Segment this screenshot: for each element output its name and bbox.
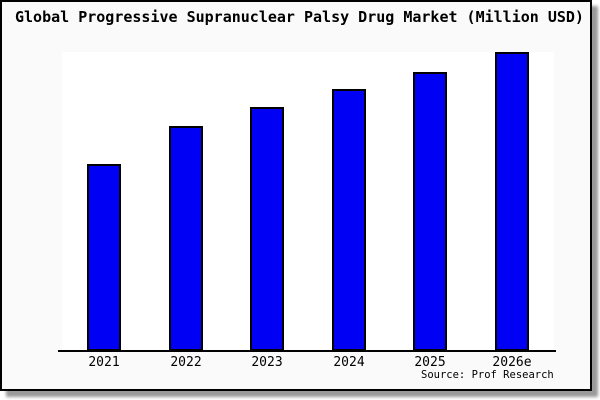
chart-title: Global Progressive Supranuclear Palsy Dr… [15,8,584,26]
x-tick-label-2024: 2024 [333,355,365,370]
plot-area [62,52,554,351]
x-tick-label-2022: 2022 [170,355,202,370]
x-tick-label-2021: 2021 [88,355,120,370]
x-tick-label-2026e: 2026e [492,355,532,370]
bar-2025 [413,72,447,351]
bar-2023 [250,107,284,351]
x-tick-label-2025: 2025 [414,355,446,370]
bar-2026e [495,52,529,351]
x-axis-line [58,350,556,352]
source-label: Source: Prof Research [421,369,554,381]
bar-2022 [169,126,203,351]
bar-2024 [332,89,366,351]
x-tick-label-2023: 2023 [251,355,283,370]
chart-frame: Global Progressive Supranuclear Palsy Dr… [0,0,592,391]
bar-2021 [87,164,121,351]
